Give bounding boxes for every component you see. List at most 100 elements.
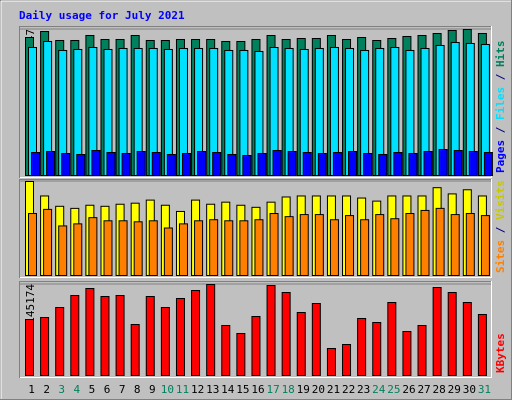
- legend-entry: Hits: [494, 41, 507, 68]
- bar: [242, 154, 252, 176]
- bar: [417, 325, 427, 377]
- bar: [348, 150, 358, 177]
- x-tick-label: 1: [28, 383, 35, 396]
- bar: [118, 220, 128, 277]
- x-tick-label: 30: [463, 383, 476, 396]
- bar: [302, 151, 312, 176]
- bar: [480, 215, 490, 276]
- bar: [178, 223, 188, 276]
- x-tick-label: 26: [402, 383, 415, 396]
- x-tick-label: 6: [104, 383, 111, 396]
- x-tick-label: 28: [433, 383, 446, 396]
- bar: [483, 151, 493, 176]
- bar: [160, 307, 170, 376]
- bar: [175, 298, 185, 376]
- bar: [326, 348, 336, 376]
- bar: [73, 223, 83, 276]
- bar: [191, 290, 201, 376]
- bar: [363, 152, 373, 176]
- bar: [115, 295, 125, 377]
- bar: [257, 152, 267, 176]
- bar: [287, 150, 297, 177]
- x-tick-label: 10: [161, 383, 174, 396]
- x-tick-label: 25: [387, 383, 400, 396]
- bar: [281, 292, 291, 376]
- bar: [477, 314, 487, 376]
- bar: [194, 220, 204, 277]
- x-tick-label: 15: [236, 383, 249, 396]
- bar: [55, 307, 65, 376]
- legend-separator: /: [494, 220, 507, 240]
- bar: [342, 344, 352, 377]
- x-tick-label: 31: [478, 383, 491, 396]
- bar: [70, 295, 80, 377]
- bar: [91, 149, 101, 177]
- bar: [46, 150, 56, 177]
- bar: [206, 284, 216, 376]
- x-tick-label: 17: [266, 383, 279, 396]
- bar: [317, 152, 327, 176]
- x-tick-label: 12: [191, 383, 204, 396]
- x-tick-label: 7: [119, 383, 126, 396]
- x-tick-label: 3: [58, 383, 65, 396]
- bar: [130, 324, 140, 377]
- bar: [181, 152, 191, 176]
- legend-entry: Sites: [494, 240, 507, 273]
- bar: [468, 150, 478, 177]
- x-tick-label: 21: [327, 383, 340, 396]
- bar: [465, 213, 475, 276]
- bar: [402, 331, 412, 377]
- legend-separator: /: [494, 67, 507, 87]
- bar: [251, 316, 261, 377]
- bar: [345, 215, 355, 276]
- bar: [272, 149, 282, 177]
- bar: [450, 214, 460, 276]
- bar: [296, 312, 306, 376]
- bar: [387, 302, 397, 377]
- bar: [269, 213, 279, 276]
- bar: [438, 148, 448, 177]
- bar: [25, 319, 34, 376]
- bar: [357, 318, 367, 377]
- bar: [100, 296, 110, 377]
- chart-title: Daily usage for July 2021: [19, 9, 185, 22]
- bar: [239, 220, 249, 277]
- bar: [405, 213, 415, 276]
- x-tick-label: 9: [149, 383, 156, 396]
- y-tick-label: 1145174: [24, 284, 37, 331]
- bar: [28, 213, 37, 276]
- bar: [148, 220, 158, 277]
- bar: [103, 220, 113, 277]
- bar: [311, 303, 321, 377]
- bar: [166, 153, 176, 176]
- bar: [299, 214, 309, 276]
- bar: [423, 150, 433, 177]
- legend-entry: Pages: [494, 140, 507, 173]
- bar: [332, 151, 342, 176]
- bar: [372, 322, 382, 376]
- bar: [378, 153, 388, 176]
- bar: [266, 285, 276, 376]
- legend: Pages / Files / Hits: [494, 41, 507, 174]
- bar: [329, 219, 339, 276]
- bar: [76, 153, 86, 176]
- bar: [61, 152, 71, 176]
- bar: [360, 219, 370, 276]
- legend-entry: KBytes: [494, 333, 507, 373]
- bar: [236, 333, 246, 376]
- x-tick-label: 13: [206, 383, 219, 396]
- bar: [314, 214, 324, 276]
- legend: KBytes: [494, 333, 507, 373]
- bar: [224, 220, 234, 277]
- bar: [435, 207, 445, 276]
- bar: [58, 225, 68, 277]
- bar: [420, 209, 430, 276]
- x-tick-label: 19: [297, 383, 310, 396]
- bar: [284, 216, 294, 277]
- bar: [408, 152, 418, 176]
- bar: [163, 227, 173, 277]
- bar: [136, 150, 146, 177]
- bar: [375, 214, 385, 276]
- bar: [447, 292, 457, 376]
